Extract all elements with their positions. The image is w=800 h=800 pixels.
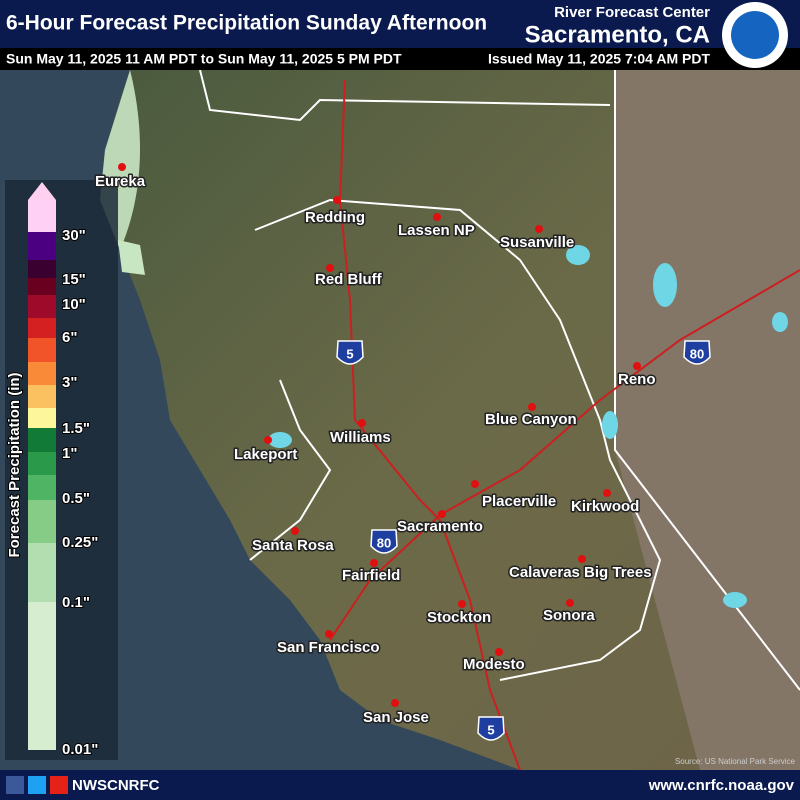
nevada	[615, 70, 800, 770]
highway-shield	[477, 716, 505, 741]
city-marker	[578, 555, 586, 563]
youtube-icon[interactable]	[50, 776, 68, 794]
city-label: Redding	[305, 209, 365, 226]
highway-number: 80	[377, 535, 391, 550]
city-label: Sonora	[543, 607, 595, 624]
office: Sacramento, CA	[525, 21, 710, 48]
agency: River Forecast Center	[554, 4, 710, 21]
city-marker	[495, 648, 503, 656]
city-label: Williams	[330, 429, 391, 446]
city-label: Santa Rosa	[252, 537, 334, 554]
city-marker	[535, 225, 543, 233]
legend-label: 0.01"	[62, 741, 98, 758]
city-marker	[333, 196, 341, 204]
city-label: Red Bluff	[315, 271, 383, 288]
legend-label: 1"	[62, 445, 77, 462]
twitter-icon[interactable]	[28, 776, 46, 794]
city-label: San Francisco	[277, 639, 380, 656]
city-marker	[603, 489, 611, 497]
legend-label: 0.25"	[62, 534, 98, 551]
city-label: Modesto	[463, 656, 525, 673]
footer-bar	[0, 770, 800, 800]
city-marker	[391, 699, 399, 707]
lakes	[268, 245, 788, 608]
city-marker	[566, 599, 574, 607]
highway-number: 5	[346, 346, 353, 361]
legend-label: 3"	[62, 374, 77, 391]
legend-label: 15"	[62, 271, 86, 288]
city-marker	[438, 510, 446, 518]
subheader-bar	[0, 48, 800, 70]
legend-colorbar	[28, 182, 56, 750]
city-label: Placerville	[482, 493, 556, 510]
city-marker	[370, 559, 378, 567]
precip-area	[118, 240, 145, 275]
facebook-icon[interactable]	[6, 776, 24, 794]
city-marker	[433, 213, 441, 221]
city-label: Susanville	[500, 234, 574, 251]
city-label: San Jose	[363, 709, 429, 726]
legend-label: 30"	[62, 227, 86, 244]
city-label: Lakeport	[234, 446, 297, 463]
highway-shield	[370, 529, 398, 554]
source-note: Source: US National Park Service	[675, 757, 796, 766]
highway-number: 80	[690, 346, 704, 361]
legend-label: 6"	[62, 329, 77, 346]
legend-label: 1.5"	[62, 420, 90, 437]
city-label: Eureka	[95, 173, 146, 190]
legend-panel	[5, 180, 118, 760]
city-label: Fairfield	[342, 567, 400, 584]
city-marker	[633, 362, 641, 370]
highway-shield	[683, 340, 711, 365]
city-label: Calaveras Big Trees	[509, 564, 652, 581]
city-label: Blue Canyon	[485, 411, 577, 428]
city-marker	[326, 264, 334, 272]
website[interactable]: www.cnrfc.noaa.gov	[648, 777, 795, 794]
city-marker	[358, 419, 366, 427]
issued-time: Issued May 11, 2025 7:04 AM PDT	[488, 51, 710, 67]
title: 6-Hour Forecast Precipitation Sunday Aft…	[6, 12, 487, 35]
city-marker	[528, 403, 536, 411]
city-label: Lassen NP	[398, 222, 475, 239]
social-handle[interactable]: NWSCNRFC	[72, 777, 160, 794]
city-marker	[325, 630, 333, 638]
valid-period: Sun May 11, 2025 11 AM PDT to Sun May 11…	[6, 51, 402, 67]
city-label: Reno	[618, 371, 656, 388]
legend-label: 0.1"	[62, 594, 90, 611]
legend-label: 10"	[62, 296, 86, 313]
boundaries	[199, 69, 800, 691]
nws-logo-inner	[731, 11, 779, 59]
highways	[329, 79, 800, 771]
city-label: Sacramento	[397, 518, 483, 535]
legend-title: Forecast Precipitation (in)	[6, 372, 23, 557]
city-label: Stockton	[427, 609, 491, 626]
city-marker	[291, 527, 299, 535]
city-marker	[118, 163, 126, 171]
city-marker	[458, 600, 466, 608]
city-marker	[471, 480, 479, 488]
highway-number: 5	[487, 722, 494, 737]
city-label: Kirkwood	[571, 498, 639, 515]
highway-shield	[336, 340, 364, 365]
legend-label: 0.5"	[62, 490, 90, 507]
city-marker	[264, 436, 272, 444]
